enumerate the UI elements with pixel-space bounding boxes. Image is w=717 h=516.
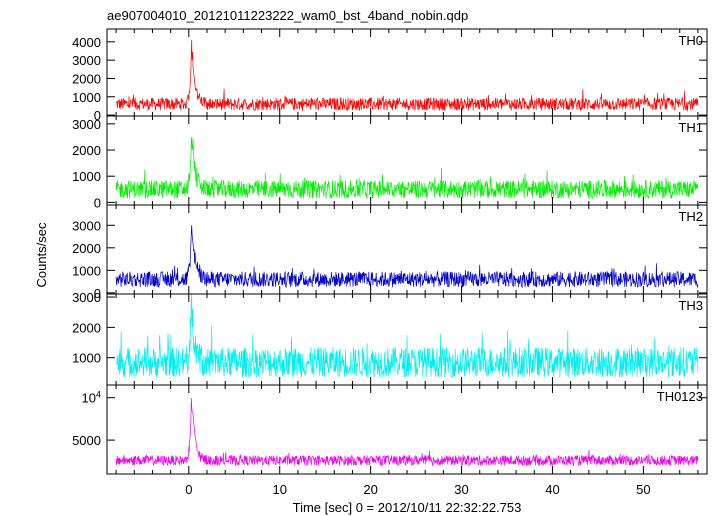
y-tick-label: 5000 bbox=[72, 433, 101, 448]
panel-label-th0123: TH0123 bbox=[657, 389, 703, 404]
y-tick-label: 1000 bbox=[72, 90, 101, 105]
x-tick-label: 10 bbox=[272, 482, 286, 497]
y-tick-label: 2000 bbox=[72, 143, 101, 158]
y-tick-label: 2000 bbox=[72, 320, 101, 335]
y-tick-label: 104 bbox=[82, 390, 101, 406]
y-tick-label: 0 bbox=[94, 286, 101, 301]
series-line-th0 bbox=[115, 39, 699, 112]
x-axis-label: Time [sec] 0 = 2012/10/11 22:32:22.753 bbox=[293, 500, 522, 515]
series-line-th2 bbox=[115, 225, 699, 289]
x-tick-label: 40 bbox=[545, 482, 559, 497]
y-tick-label: 3000 bbox=[72, 218, 101, 233]
y-tick-label: 0 bbox=[94, 108, 101, 123]
x-tick-label: 50 bbox=[636, 482, 650, 497]
panel-label-th3: TH3 bbox=[678, 298, 703, 313]
y-tick-label: 2000 bbox=[72, 71, 101, 86]
y-tick-label: 4000 bbox=[72, 35, 101, 50]
y-tick-label: 1000 bbox=[72, 169, 101, 184]
chart-title: ae907004010_20121011223222_wam0_bst_4ban… bbox=[107, 8, 468, 23]
y-tick-label: 2000 bbox=[72, 241, 101, 256]
x-tick-label: 0 bbox=[185, 482, 192, 497]
y-tick-label: 3000 bbox=[72, 290, 101, 305]
y-tick-label: 0 bbox=[94, 195, 101, 210]
panel-label-th0: TH0 bbox=[678, 33, 703, 48]
panel-label-th1: TH1 bbox=[678, 120, 703, 135]
x-tick-label: 20 bbox=[363, 482, 377, 497]
series-line-th1 bbox=[115, 136, 699, 200]
y-tick-label: 1000 bbox=[72, 263, 101, 278]
y-axis-label: Counts/sec bbox=[34, 222, 49, 288]
y-tick-label: 3000 bbox=[72, 53, 101, 68]
y-tick-label: 3000 bbox=[72, 117, 101, 132]
panel-label-th2: TH2 bbox=[678, 209, 703, 224]
series-line-th3 bbox=[115, 293, 699, 378]
x-tick-label: 30 bbox=[454, 482, 468, 497]
y-tick-label: 1000 bbox=[72, 351, 101, 366]
series-line-th0123 bbox=[115, 397, 699, 467]
